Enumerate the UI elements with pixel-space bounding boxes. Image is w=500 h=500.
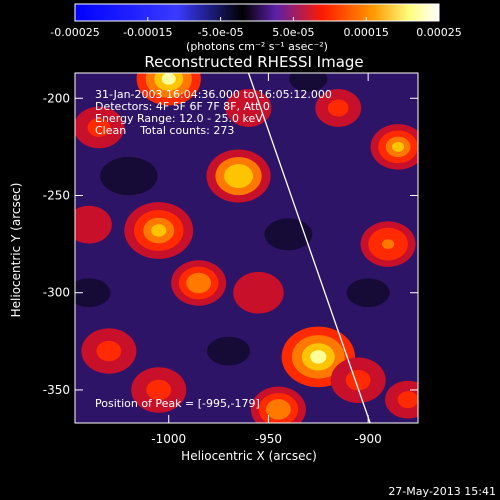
heatmap-blob (93, 122, 105, 133)
colorbar-tick-label: -0.00025 (50, 26, 99, 39)
heatmap-blob (333, 103, 344, 113)
heatmap-low-region (207, 336, 251, 366)
colorbar: -0.00025 -0.00015 -5.0e-05 5.0e-05 0.00015 0.… (50, 3, 462, 53)
colorbar-tick-label: 5.0e-05 (272, 26, 314, 39)
heatmap-low-region (289, 73, 328, 92)
heatmap-blob (382, 239, 395, 250)
annotation-counts: Clean Total counts: 273 (95, 124, 234, 137)
x-tick-label: -950 (255, 432, 282, 446)
colorbar-ticks: -0.00025 -0.00015 -5.0e-05 5.0e-05 0.00015 0.… (50, 17, 462, 39)
y-tick-label: -250 (43, 189, 70, 203)
heatmap-blob (151, 224, 167, 237)
y-tick-label: -300 (43, 286, 70, 300)
colorbar-tick-label: 0.00015 (343, 26, 389, 39)
heatmap-blob (192, 277, 205, 289)
colorbar-gradient (74, 3, 440, 22)
heatmap-blob (310, 350, 327, 364)
chart-title: Reconstructed RHESSI Image (144, 53, 363, 71)
y-tick-label: -200 (43, 91, 70, 105)
heatmap-low-region (346, 278, 390, 308)
annotation-detectors: Detectors: 4F 5F 6F 7F 8F, Att 0 (95, 100, 270, 113)
heatmap-low-region (75, 278, 111, 308)
heatmap-image (75, 73, 418, 423)
annotation-block: 31-Jan-2003 16:04:36.000 to 16:05:12.000… (95, 88, 332, 137)
heatmap-blob (402, 395, 414, 404)
annotation-time-range: 31-Jan-2003 16:04:36.000 to 16:05:12.000 (95, 88, 332, 101)
heatmap-blob (152, 384, 165, 395)
heatmap-blob (231, 170, 246, 182)
x-tick-label: -900 (355, 432, 382, 446)
x-tick-label: -1000 (151, 432, 186, 446)
colorbar-tick-label: 0.00025 (416, 26, 462, 39)
heatmap-blob (252, 288, 265, 298)
x-axis-label: Heliocentric X (arcsec) (181, 449, 317, 463)
heatmap-blob (392, 141, 405, 152)
y-tick-label: -350 (43, 383, 70, 397)
y-axis-label: Heliocentric Y (arcsec) (9, 183, 23, 318)
heatmap-blob (102, 346, 115, 357)
annotation-energy-range: Energy Range: 12.0 - 25.0 keV (95, 112, 263, 125)
heatmap-low-region (264, 218, 313, 251)
colorbar-tick-label: -0.00015 (123, 26, 172, 39)
heatmap-blob (272, 404, 285, 415)
colorbar-tick-label: -5.0e-05 (197, 26, 243, 39)
heatmap-blob (83, 220, 95, 229)
timestamp: 27-May-2013 15:41 (388, 485, 496, 498)
plot-area: -1000 -950 -900 -200 -250 -300 -350 (43, 72, 419, 446)
solar-limb-line (247, 73, 371, 423)
plot-frame (74, 72, 419, 424)
heatmap-blob (243, 103, 254, 113)
colorbar-unit-label: (photons cm⁻² s⁻¹ asec⁻²) (186, 40, 328, 53)
axis-ticks: -1000 -950 -900 -200 -250 -300 -350 (43, 73, 418, 446)
heatmap-blob (352, 375, 365, 386)
peak-position-label: Position of Peak = [-995,-179] (95, 397, 260, 410)
heatmap-low-region (100, 156, 158, 196)
